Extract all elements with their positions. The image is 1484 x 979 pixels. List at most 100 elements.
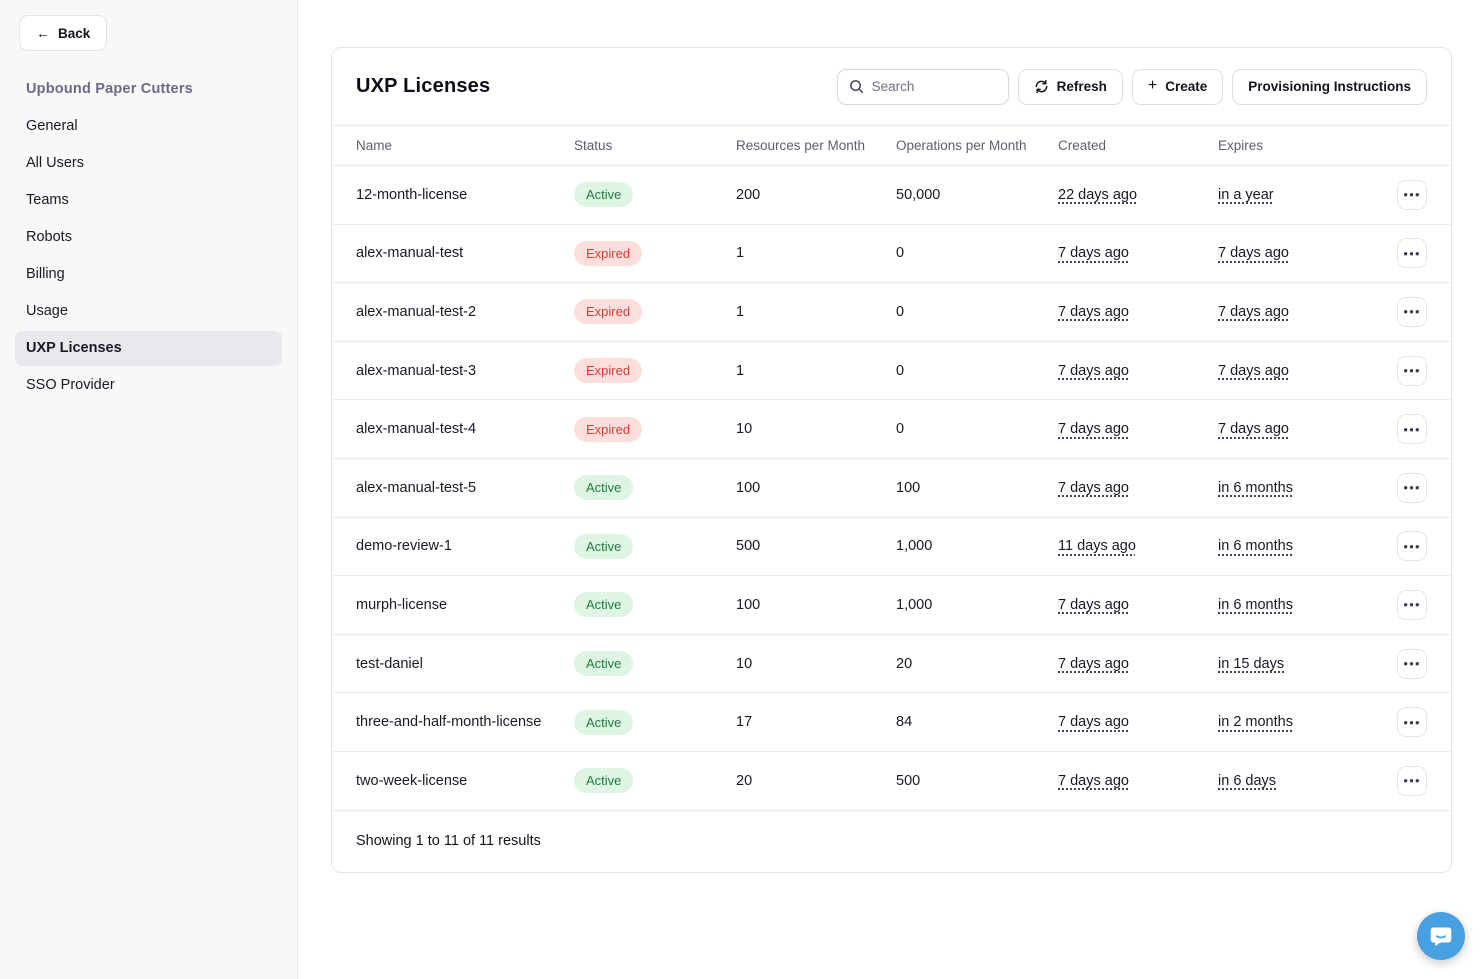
row-actions-button[interactable]: ●●● — [1397, 765, 1427, 796]
chat-launcher-button[interactable] — [1417, 912, 1465, 960]
main-content: UXP Licenses — [299, 0, 1484, 979]
created-value: 7 days ago — [1058, 362, 1129, 379]
expires-value: in 2 months — [1218, 714, 1293, 731]
created-value: 22 days ago — [1058, 186, 1138, 203]
expires-value: in 6 months — [1218, 538, 1293, 555]
table-row: alex-manual-test-4 Expired 10 0 7 days ago 7 … — [332, 400, 1451, 459]
created-value: 7 days ago — [1058, 303, 1129, 320]
license-name: 12-month-license — [356, 186, 468, 203]
row-actions-button[interactable]: ●●● — [1397, 648, 1427, 679]
column-header-created: Created — [1058, 138, 1107, 153]
sidebar-nav: General All Users Teams Robots Billing Usage U… — [15, 109, 282, 403]
license-name: two-week-license — [356, 772, 468, 789]
row-actions-button[interactable]: ●●● — [1397, 707, 1427, 738]
sidebar-item-all-users[interactable]: All Users — [26, 155, 85, 171]
expires-value: in a year — [1218, 186, 1274, 203]
create-button[interactable]: + Create — [1131, 68, 1224, 105]
table-row: alex-manual-test-2 Expired 1 0 7 days ago 7 d… — [332, 283, 1451, 342]
created-value: 7 days ago — [1058, 245, 1129, 262]
operations-per-month: 0 — [896, 303, 905, 320]
status-badge: Expired — [574, 240, 643, 266]
table-row: murph-license Active 100 1,000 7 days ago in … — [332, 576, 1451, 635]
sidebar-item-uxp-licenses[interactable]: UXP Licenses — [15, 331, 282, 366]
sidebar-item-general[interactable]: General — [26, 118, 78, 134]
card-footer: Showing 1 to 11 of 11 results — [332, 811, 1451, 872]
license-name: alex-manual-test-3 — [356, 362, 477, 379]
expires-value: 7 days ago — [1218, 303, 1289, 320]
row-actions-button[interactable]: ●●● — [1397, 589, 1427, 620]
licenses-card: UXP Licenses — [331, 47, 1452, 873]
created-value: 7 days ago — [1058, 655, 1129, 672]
operations-per-month: 1,000 — [896, 538, 933, 555]
resources-per-month: 1 — [736, 362, 745, 379]
license-name: demo-review-1 — [356, 538, 452, 555]
resources-per-month: 1 — [736, 303, 745, 320]
operations-per-month: 500 — [896, 772, 921, 789]
resources-per-month: 10 — [736, 655, 753, 672]
created-value: 7 days ago — [1058, 479, 1129, 496]
sidebar-item-robots[interactable]: Robots — [26, 229, 72, 245]
status-badge: Expired — [574, 299, 643, 325]
table-body: 12-month-license Active 200 50,000 22 days a… — [332, 166, 1451, 811]
license-name: three-and-half-month-license — [356, 714, 542, 731]
created-value: 11 days ago — [1058, 538, 1136, 555]
expires-value: in 15 days — [1218, 655, 1285, 672]
resources-per-month: 200 — [736, 186, 761, 203]
table-row: 12-month-license Active 200 50,000 22 days a… — [332, 166, 1451, 225]
row-actions-button[interactable]: ●●● — [1397, 355, 1427, 386]
status-badge: Active — [574, 475, 634, 501]
page-title: UXP Licenses — [356, 75, 491, 97]
license-name: alex-manual-test — [356, 245, 464, 262]
column-header-name: Name — [356, 138, 393, 153]
row-actions-button[interactable]: ●●● — [1397, 296, 1427, 327]
row-actions-button[interactable]: ●●● — [1397, 531, 1427, 562]
sidebar-item-sso-provider[interactable]: SSO Provider — [26, 377, 115, 393]
operations-per-month: 0 — [896, 245, 905, 262]
operations-per-month: 84 — [896, 714, 913, 731]
status-badge: Expired — [574, 358, 643, 384]
table-header-row: Name Status Resources per Month Operations … — [332, 125, 1451, 166]
status-badge: Expired — [574, 416, 643, 442]
column-header-status: Status — [574, 138, 613, 153]
chat-bubble-icon — [1430, 927, 1452, 946]
back-button[interactable]: ← Back — [19, 15, 108, 51]
license-name: test-daniel — [356, 655, 423, 672]
resources-per-month: 10 — [736, 421, 753, 438]
row-actions-button[interactable]: ●●● — [1397, 179, 1427, 210]
column-header-operations-per-month: Operations per Month — [896, 138, 1027, 153]
expires-value: 7 days ago — [1218, 245, 1289, 262]
search-input[interactable] — [871, 79, 997, 94]
operations-per-month: 1,000 — [896, 596, 933, 613]
license-name: alex-manual-test-2 — [356, 303, 477, 320]
create-button-label: Create — [1165, 79, 1208, 94]
table-row: alex-manual-test Expired 1 0 7 days ago 7 day… — [332, 225, 1451, 284]
sidebar: ← Back Upbound Paper Cutters General All … — [0, 0, 298, 979]
table-row: three-and-half-month-license Active 17 84 7 … — [332, 693, 1451, 752]
operations-per-month: 50,000 — [896, 186, 941, 203]
table-row: demo-review-1 Active 500 1,000 11 days ago in… — [332, 518, 1451, 577]
row-actions-button[interactable]: ●●● — [1397, 472, 1427, 503]
expires-value: 7 days ago — [1218, 362, 1289, 379]
back-button-label: Back — [58, 25, 91, 41]
status-badge: Active — [574, 768, 634, 794]
resources-per-month: 1 — [736, 245, 745, 262]
table-row: two-week-license Active 20 500 7 days ago in … — [332, 752, 1451, 811]
row-actions-button[interactable]: ●●● — [1397, 414, 1427, 445]
refresh-button-label: Refresh — [1056, 79, 1107, 94]
operations-per-month: 0 — [896, 362, 905, 379]
table-row: alex-manual-test-5 Active 100 100 7 days ago… — [332, 459, 1451, 518]
expires-value: in 6 months — [1218, 596, 1293, 613]
operations-per-month: 20 — [896, 655, 913, 672]
back-arrow-icon: ← — [36, 25, 50, 41]
sidebar-item-usage[interactable]: Usage — [26, 303, 68, 319]
resources-per-month: 100 — [736, 479, 761, 496]
card-header: UXP Licenses — [332, 48, 1451, 125]
org-title: Upbound Paper Cutters — [26, 81, 193, 97]
sidebar-item-billing[interactable]: Billing — [26, 266, 65, 282]
expires-value: in 6 months — [1218, 479, 1293, 496]
status-badge: Active — [574, 651, 634, 677]
provisioning-instructions-button[interactable]: Provisioning Instructions — [1232, 68, 1427, 105]
sidebar-item-teams[interactable]: Teams — [26, 192, 69, 208]
refresh-button[interactable]: Refresh — [1017, 68, 1123, 105]
row-actions-button[interactable]: ●●● — [1397, 238, 1427, 269]
